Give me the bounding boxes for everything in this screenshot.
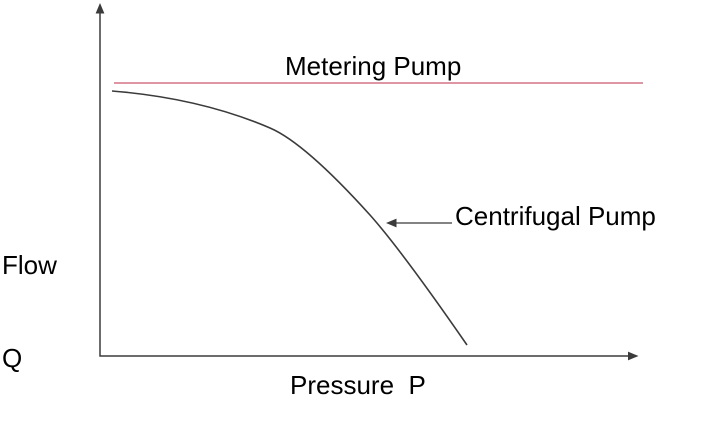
centrifugal-pump-curve — [111, 90, 468, 346]
y-axis-label-line2: Q — [2, 343, 23, 373]
centrifugal-annotation-arrowhead-icon — [386, 218, 397, 228]
x-axis-arrowhead-icon — [628, 351, 639, 361]
y-axis-label-line1: Flow — [2, 250, 57, 280]
axes-lines — [99, 10, 631, 357]
y-axis-arrowhead-icon — [95, 3, 105, 14]
x-axis-label: Pressure P — [290, 370, 426, 400]
y-axis-label: Flow Q — [2, 188, 57, 422]
centrifugal-pump-label: Centrifugal Pump — [455, 201, 656, 231]
metering-pump-label: Metering Pump — [285, 51, 462, 81]
